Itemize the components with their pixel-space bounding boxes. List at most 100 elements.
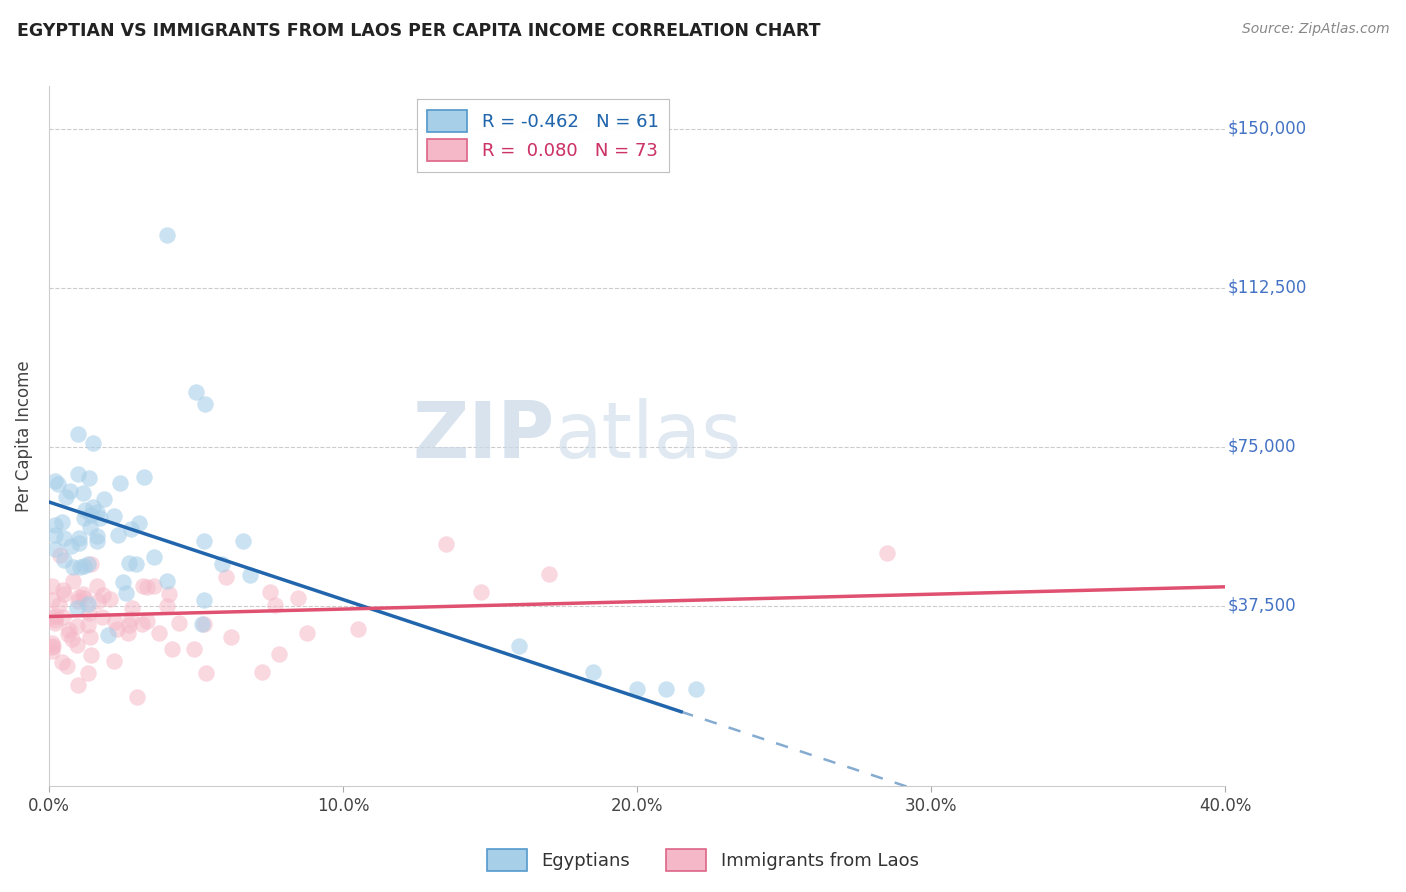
Point xyxy=(143,549,166,564)
Point xyxy=(239,567,262,582)
Point xyxy=(110,476,132,491)
Point xyxy=(120,612,142,626)
Point xyxy=(87,594,110,608)
Point xyxy=(263,599,285,613)
Point xyxy=(97,628,120,642)
Point xyxy=(86,533,108,548)
Point xyxy=(80,508,103,523)
Point xyxy=(66,618,89,632)
Legend: R = -0.462   N = 61, R =  0.080   N = 73: R = -0.462 N = 61, R = 0.080 N = 73 xyxy=(416,99,669,172)
Point xyxy=(685,681,707,696)
Point xyxy=(118,556,141,570)
Point xyxy=(156,599,179,613)
Point xyxy=(82,435,104,450)
Point xyxy=(52,531,75,545)
Point xyxy=(60,632,83,646)
Point xyxy=(52,582,75,597)
Point xyxy=(80,648,103,662)
Point xyxy=(86,529,108,543)
Point xyxy=(193,533,215,548)
Point xyxy=(42,640,65,654)
Text: $112,500: $112,500 xyxy=(1227,279,1306,297)
Point xyxy=(67,427,90,442)
Point xyxy=(250,665,273,680)
Point xyxy=(269,648,291,662)
Point xyxy=(73,502,96,516)
Point xyxy=(191,617,214,632)
Point xyxy=(136,580,159,594)
Point xyxy=(93,492,115,507)
Point xyxy=(66,638,89,652)
Point xyxy=(59,483,82,498)
Point xyxy=(232,534,254,549)
Point xyxy=(89,511,111,525)
Y-axis label: Per Capita Income: Per Capita Income xyxy=(15,360,32,512)
Point xyxy=(41,643,63,657)
Point xyxy=(41,640,63,654)
Point xyxy=(51,656,73,670)
Point xyxy=(655,681,678,696)
Point xyxy=(876,546,898,560)
Text: atlas: atlas xyxy=(555,398,742,475)
Point xyxy=(105,623,128,637)
Point xyxy=(103,654,125,668)
Text: $37,500: $37,500 xyxy=(1227,597,1296,615)
Point xyxy=(72,587,94,601)
Point xyxy=(127,690,149,704)
Point xyxy=(193,616,215,631)
Point xyxy=(55,658,77,673)
Point xyxy=(76,617,98,632)
Point xyxy=(77,598,100,612)
Point xyxy=(183,641,205,656)
Point xyxy=(143,579,166,593)
Point xyxy=(44,474,66,488)
Point xyxy=(72,511,94,525)
Point xyxy=(287,591,309,605)
Point xyxy=(41,610,63,624)
Point xyxy=(155,227,177,242)
Point xyxy=(100,592,122,607)
Point xyxy=(626,681,648,696)
Text: $75,000: $75,000 xyxy=(1227,438,1296,456)
Point xyxy=(67,535,90,549)
Point xyxy=(58,623,80,637)
Point xyxy=(259,585,281,599)
Point xyxy=(148,625,170,640)
Legend: Egyptians, Immigrants from Laos: Egyptians, Immigrants from Laos xyxy=(481,842,925,879)
Point xyxy=(77,557,100,571)
Point xyxy=(193,593,215,607)
Point xyxy=(295,626,318,640)
Point xyxy=(41,636,63,650)
Point xyxy=(537,567,560,582)
Point xyxy=(66,600,89,615)
Point xyxy=(79,520,101,534)
Point xyxy=(56,627,79,641)
Point xyxy=(582,665,605,679)
Point xyxy=(215,570,238,584)
Point xyxy=(90,610,112,624)
Point xyxy=(73,591,96,605)
Point xyxy=(52,610,75,624)
Point xyxy=(77,665,100,680)
Point xyxy=(211,557,233,571)
Text: EGYPTIAN VS IMMIGRANTS FROM LAOS PER CAPITA INCOME CORRELATION CHART: EGYPTIAN VS IMMIGRANTS FROM LAOS PER CAP… xyxy=(17,22,820,40)
Point xyxy=(346,622,368,636)
Point xyxy=(115,586,138,600)
Point xyxy=(103,509,125,524)
Point xyxy=(159,587,181,601)
Point xyxy=(156,574,179,588)
Point xyxy=(194,397,217,411)
Point xyxy=(72,485,94,500)
Point xyxy=(86,579,108,593)
Point xyxy=(79,630,101,644)
Point xyxy=(132,469,155,483)
Point xyxy=(167,616,190,631)
Point xyxy=(91,588,114,602)
Point xyxy=(44,613,66,627)
Point xyxy=(128,516,150,531)
Point xyxy=(103,615,125,629)
Point xyxy=(67,467,90,482)
Point xyxy=(77,606,100,620)
Point xyxy=(125,557,148,571)
Point xyxy=(219,630,242,644)
